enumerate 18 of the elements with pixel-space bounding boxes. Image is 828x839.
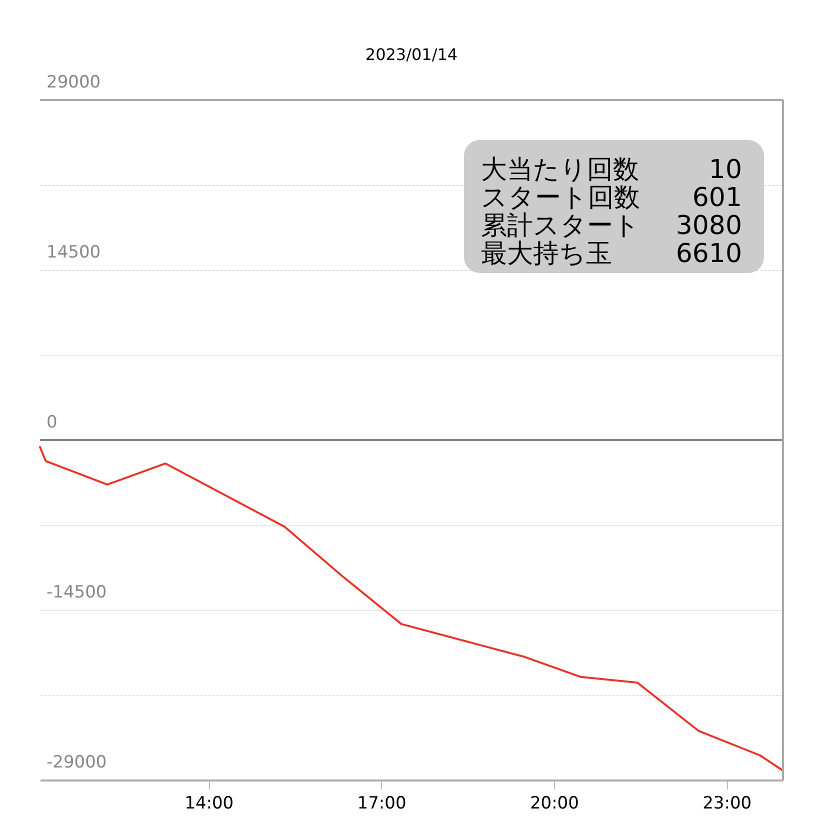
x-tick-label: 14:00 (184, 794, 234, 814)
chart-title: 2023/01/14 (365, 45, 458, 64)
annotation: 最大持ち玉 (481, 239, 612, 269)
x-tick-label: 23:00 (702, 794, 752, 814)
y-tick-label: -14500 (46, 582, 107, 602)
x-tick-label: 17:00 (357, 794, 406, 814)
annotation: 10 (708, 155, 742, 185)
annotation: 3080 (676, 211, 742, 241)
x-tick-label: 20:00 (530, 794, 579, 814)
y-tick-label: 29000 (46, 72, 101, 92)
annotation: 累計スタート (481, 211, 640, 241)
annotation: 大当たり回数 (481, 155, 639, 185)
annotation: 601 (692, 183, 742, 213)
y-tick-label: 14500 (46, 242, 101, 262)
y-tick-label: -29000 (46, 752, 107, 772)
annotation: 6610 (676, 239, 742, 269)
y-tick-label: 0 (46, 412, 58, 432)
annotation: スタート回数 (481, 183, 640, 213)
